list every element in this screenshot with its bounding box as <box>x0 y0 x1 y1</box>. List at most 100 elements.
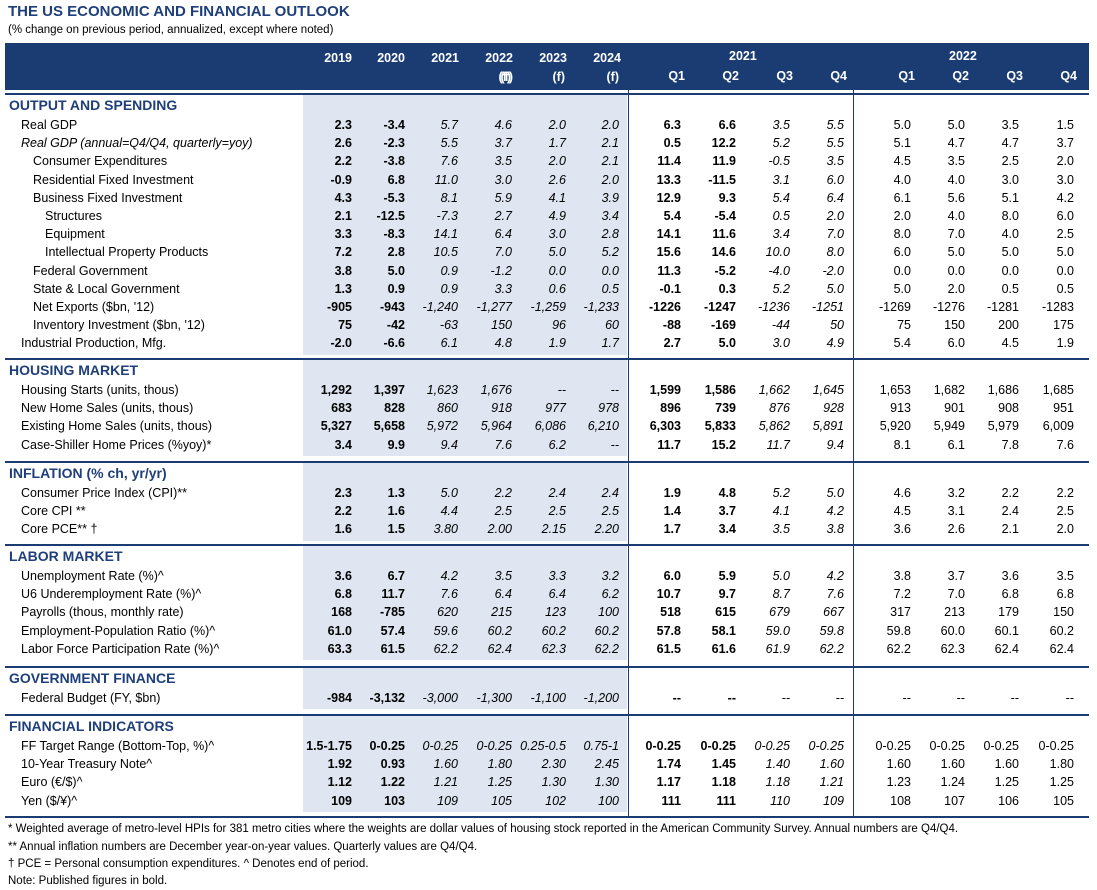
table-cell: 107 <box>944 793 965 808</box>
table-cell: 3.5 <box>1001 118 1019 132</box>
table-cell: 11.7 <box>657 437 681 452</box>
section-title: FINANCIAL INDICATORS <box>9 718 174 734</box>
table-cell: -4.0 <box>768 263 790 278</box>
table-cell: 1,682 <box>933 383 965 397</box>
table-cell: 2.4 <box>548 486 566 500</box>
table-cell: 0-0.25 <box>875 739 911 753</box>
header-quarter: Q2 <box>722 69 739 83</box>
table-cell: 1.25 <box>487 775 512 790</box>
table-row: Unemployment Rate (%)^ 3.6 6.7 4.2 3.5 3.3 3.2… <box>0 567 1097 585</box>
table-row: Payrolls (thous, monthly rate) 168 -785 620… <box>0 603 1097 621</box>
table-cell: 8.1 <box>893 437 911 452</box>
table-cell: 5.6 <box>947 190 965 205</box>
table-cell: 4.7 <box>947 136 965 151</box>
table-cell: 105 <box>1053 793 1074 808</box>
table-cell: 6.6 <box>718 118 736 132</box>
table-cell: -2.0 <box>330 336 352 351</box>
table-cell: 6.4 <box>494 227 512 242</box>
row-label: Structures <box>45 209 102 223</box>
table-cell: 3.7 <box>718 504 736 519</box>
table-cell: 9.9 <box>387 437 405 452</box>
table-cell: 7.0 <box>494 245 512 260</box>
table-cell: -- <box>835 691 844 705</box>
table-cell: 2.0 <box>1056 522 1074 537</box>
table-cell: -785 <box>379 605 405 620</box>
table-cell: 6.8 <box>1056 587 1074 602</box>
row-label: Core CPI ** <box>21 504 86 519</box>
table-cell: 1.22 <box>380 775 405 790</box>
table-cell: 2.5 <box>548 504 566 519</box>
table-cell: 3.7 <box>494 136 512 151</box>
table-cell: -1236 <box>758 300 790 314</box>
table-cell: 60.2 <box>594 623 619 638</box>
table-cell: 1.9 <box>1056 336 1074 351</box>
table-cell: 6.7 <box>387 569 405 583</box>
table-cell: -3,132 <box>369 691 405 705</box>
table-cell: 6,210 <box>587 419 619 434</box>
table-cell: 110 <box>770 793 790 808</box>
table-cell: 1.5 <box>1056 118 1074 132</box>
header-year: 2022 <box>485 51 513 65</box>
table-cell: -1,100 <box>530 691 566 705</box>
table-cell: 1,685 <box>1042 383 1074 397</box>
table-cell: 213 <box>944 605 965 620</box>
table-cell: 3.5 <box>494 154 512 169</box>
table-cell: 2.1 <box>1001 522 1019 537</box>
footnote: † PCE = Personal consumption expenditure… <box>8 858 369 870</box>
table-cell: -7.3 <box>436 209 458 223</box>
table-row: Federal Budget (FY, $bn) -984 -3,132 -3,000… <box>0 689 1097 707</box>
table-cell: 62.2 <box>594 641 619 656</box>
table-cell: 3.6 <box>893 522 911 537</box>
table-cell: 2.2 <box>334 154 352 169</box>
table-cell: 6.1 <box>893 190 911 205</box>
table-cell: 6.8 <box>1001 587 1019 602</box>
table-cell: 3.1 <box>772 172 790 187</box>
row-label: Real GDP <box>21 118 78 132</box>
table-cell: 5.0 <box>548 245 566 260</box>
table-cell: 4.3 <box>334 190 352 205</box>
table-cell: -3.4 <box>383 118 405 132</box>
table-row: Business Fixed Investment 4.3 -5.3 8.1 5.9 4.… <box>0 189 1097 207</box>
table-row: Net Exports ($bn, '12) -905 -943 -1,240 -1,2… <box>0 298 1097 316</box>
table-cell: 9.3 <box>718 190 736 205</box>
table-cell: 4.1 <box>772 504 790 519</box>
table-header: 2019 2020 2021 (f) 2022 (f) 2023 (f) 202… <box>5 43 1089 90</box>
table-cell: 105 <box>491 793 512 808</box>
table-cell: 9.4 <box>440 437 458 452</box>
table-cell: 896 <box>660 401 681 416</box>
table-cell: 60.0 <box>940 623 965 638</box>
table-cell: 2.1 <box>601 154 619 169</box>
table-cell: 1.40 <box>765 757 790 772</box>
table-cell: -12.5 <box>376 209 406 223</box>
table-cell: 1.3 <box>387 486 405 500</box>
row-label: Industrial Production, Mfg. <box>21 336 167 351</box>
table-cell: 0.0 <box>601 263 619 278</box>
table-cell: 1.5 <box>387 522 405 537</box>
table-cell: 13.3 <box>656 172 681 187</box>
table-cell: 1.18 <box>765 775 790 790</box>
table-cell: 3.6 <box>1001 569 1019 583</box>
table-cell: 6.3 <box>663 118 681 132</box>
table-cell: 1,686 <box>987 383 1019 397</box>
table-cell: 1.60 <box>819 757 844 772</box>
header-quarter: Q1 <box>898 69 915 83</box>
table-cell: 102 <box>545 793 566 808</box>
row-label: Yen ($/¥)^ <box>21 793 78 808</box>
table-cell: 1.92 <box>327 757 352 772</box>
row-label: 10-Year Treasury Note^ <box>21 757 153 772</box>
table-cell: 679 <box>769 605 790 620</box>
table-cell: 61.5 <box>656 641 681 656</box>
annual-shade <box>303 546 627 660</box>
footnote: Note: Published figures in bold. <box>8 875 168 887</box>
row-label: Case-Shiller Home Prices (%yoy)* <box>21 437 212 452</box>
table-cell: 6.4 <box>548 587 566 602</box>
table-cell: 2.0 <box>601 172 619 187</box>
table-cell: 15.6 <box>656 245 681 260</box>
section-divider <box>5 358 1089 360</box>
table-row: Real GDP 2.3 -3.4 5.7 4.6 2.0 2.0 6.3 6.6 3.5 5.5 5… <box>0 116 1097 134</box>
table-cell: 0.0 <box>1056 263 1074 278</box>
table-cell: 200 <box>998 318 1019 333</box>
table-row: State & Local Government 1.3 0.9 0.9 3.3 0.6 0… <box>0 280 1097 298</box>
table-cell: 8.0 <box>893 227 911 242</box>
row-label: Payrolls (thous, monthly rate) <box>21 605 184 620</box>
